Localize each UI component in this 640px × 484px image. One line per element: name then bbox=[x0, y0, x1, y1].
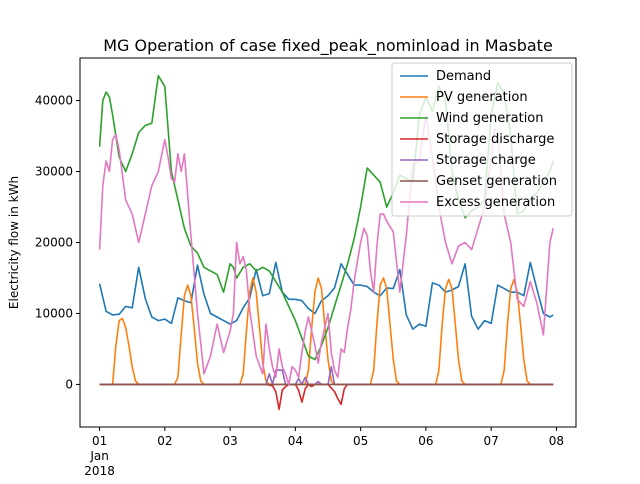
y-tick-label: 10000 bbox=[35, 306, 73, 320]
legend: Demand PV generation Wind generation Storag… bbox=[391, 62, 573, 217]
legend-label: Storage discharge bbox=[436, 132, 554, 147]
series-line-pv-generation bbox=[99, 277, 554, 386]
legend-box bbox=[391, 62, 573, 217]
x-tick-label: 08 bbox=[549, 434, 564, 448]
legend-label: Wind generation bbox=[436, 111, 544, 126]
legend-label: Excess generation bbox=[436, 195, 555, 210]
x-tick-label: 05 bbox=[353, 434, 368, 448]
x-tick-label: 02 bbox=[157, 434, 172, 448]
series-layer bbox=[98, 74, 554, 411]
y-axis-label: Electricity flow in kWh bbox=[7, 176, 21, 309]
x-tick-label: 2018 bbox=[84, 464, 115, 478]
legend-label: Demand bbox=[436, 69, 491, 84]
y-tick-label: 30000 bbox=[35, 165, 73, 179]
x-tick-label: Jan bbox=[89, 449, 109, 463]
legend-label: PV generation bbox=[436, 90, 528, 105]
y-tick-label: 0 bbox=[65, 377, 73, 391]
y-tick-label: 20000 bbox=[35, 236, 73, 250]
chart-title: MG Operation of case fixed_peak_nominloa… bbox=[103, 36, 553, 56]
x-tick-label: 06 bbox=[418, 434, 433, 448]
x-tick-label: 03 bbox=[222, 434, 237, 448]
series-line-excess-generation bbox=[98, 114, 554, 386]
legend-label: Genset generation bbox=[436, 174, 557, 189]
y-tick-label: 40000 bbox=[35, 94, 73, 108]
series-line-storage-discharge bbox=[99, 383, 554, 411]
x-tick-label: 07 bbox=[484, 434, 499, 448]
legend-label: Storage charge bbox=[436, 153, 536, 168]
x-tick-label: 01 bbox=[92, 434, 107, 448]
series-line-demand bbox=[98, 261, 554, 330]
series-line-storage-charge bbox=[99, 365, 554, 386]
x-tick-label: 04 bbox=[288, 434, 303, 448]
